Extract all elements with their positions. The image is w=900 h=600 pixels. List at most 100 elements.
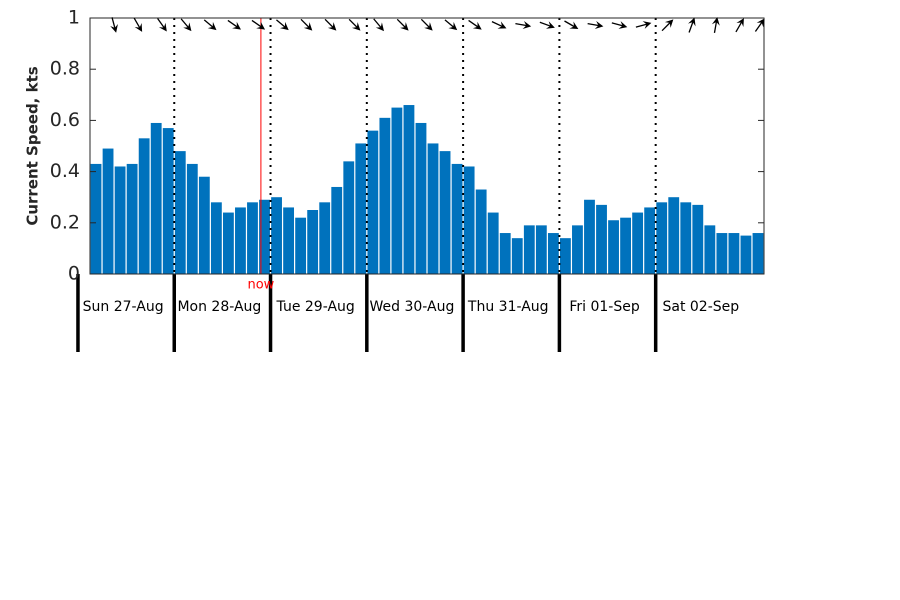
arrow-part — [232, 21, 241, 30]
direction-arrow — [754, 18, 765, 32]
direction-arrow — [373, 18, 384, 32]
y-tick-label: 1 — [68, 7, 80, 29]
direction-arrow — [157, 18, 167, 32]
bar — [403, 105, 415, 274]
bar — [138, 138, 150, 274]
y-tick-label: 0.8 — [50, 58, 80, 80]
arrow-part — [448, 21, 458, 31]
direction-arrow — [688, 17, 696, 33]
bar — [523, 225, 535, 274]
now-label: now — [247, 278, 274, 293]
bar — [114, 166, 126, 274]
arrow-part — [134, 23, 143, 32]
arrow-part — [375, 22, 384, 32]
bar — [644, 207, 656, 274]
bar — [620, 217, 632, 274]
arrow-part — [351, 22, 361, 31]
direction-arrow — [420, 18, 433, 31]
bar — [596, 204, 607, 274]
x-tick-label: Wed 30-Aug — [370, 299, 455, 315]
bar — [283, 207, 295, 274]
arrow-part — [545, 21, 555, 29]
bar — [608, 220, 619, 274]
arrow-part — [400, 22, 409, 31]
bar — [391, 107, 403, 274]
bar — [668, 197, 680, 274]
arrow-part — [110, 23, 118, 33]
arrow-part — [472, 21, 482, 30]
direction-arrow — [611, 21, 628, 29]
bar — [186, 163, 198, 274]
direction-arrow — [348, 18, 361, 31]
direction-arrow — [203, 19, 217, 31]
bar — [680, 202, 692, 274]
arrow-part — [618, 21, 628, 29]
bar — [704, 225, 716, 274]
arrow-part — [207, 21, 217, 31]
direction-arrow — [564, 20, 579, 29]
x-tick-label: Tue 29-Aug — [276, 299, 355, 315]
arrow-part — [280, 21, 289, 31]
y-tick-label: 0 — [68, 263, 80, 285]
direction-arrow — [444, 19, 458, 31]
bar — [740, 235, 752, 274]
bar — [559, 238, 571, 274]
arrow-part — [424, 22, 433, 31]
direction-arrow — [491, 21, 507, 29]
bar — [295, 217, 307, 274]
bar — [198, 176, 210, 274]
direction-arrow — [110, 17, 118, 33]
bar — [572, 225, 583, 274]
bar — [535, 225, 547, 274]
bar — [547, 233, 559, 274]
arrow-part — [736, 18, 744, 27]
bar — [584, 199, 595, 274]
bar — [439, 151, 451, 274]
bar — [499, 233, 511, 274]
bar — [162, 128, 174, 274]
bar — [90, 163, 102, 274]
bar — [210, 202, 222, 274]
y-tick-label: 0.4 — [50, 160, 80, 182]
direction-arrow — [635, 21, 652, 29]
direction-arrow — [515, 21, 532, 29]
bar — [656, 202, 668, 274]
y-axis-label: Current Speed, kts — [24, 66, 42, 225]
bar — [343, 161, 355, 274]
bar — [463, 166, 475, 274]
y-tick-label: 0.6 — [50, 109, 80, 131]
bar — [259, 199, 270, 274]
bar — [126, 163, 138, 274]
bar — [235, 207, 246, 274]
bar — [102, 148, 114, 274]
direction-arrow — [735, 18, 744, 33]
arrow-part — [569, 21, 579, 29]
bar — [174, 151, 186, 274]
bar — [752, 233, 764, 274]
bar — [247, 202, 258, 274]
arrow-part — [183, 22, 192, 32]
x-tick-label: Sun 27-Aug — [83, 299, 164, 315]
bar — [355, 143, 367, 274]
bar — [716, 233, 728, 274]
direction-arrow — [133, 17, 143, 32]
x-tick-label: Thu 31-Aug — [467, 299, 549, 315]
x-tick-label: Mon 28-Aug — [177, 299, 261, 315]
bar — [331, 186, 343, 274]
bar — [475, 189, 487, 274]
direction-arrow — [300, 18, 313, 31]
arrow-part — [158, 22, 167, 32]
plot-frame — [89, 17, 765, 275]
bar — [367, 130, 379, 274]
direction-arrow — [539, 21, 555, 29]
bar — [427, 143, 439, 274]
direction-arrow — [276, 19, 289, 31]
bar — [511, 238, 523, 274]
y-tick-label: 0.2 — [50, 211, 80, 233]
direction-arrow — [468, 19, 482, 30]
bar — [319, 202, 331, 274]
bar — [728, 233, 740, 274]
arrow-part — [256, 21, 266, 30]
arrow-part — [327, 22, 337, 31]
direction-arrow — [180, 18, 192, 32]
